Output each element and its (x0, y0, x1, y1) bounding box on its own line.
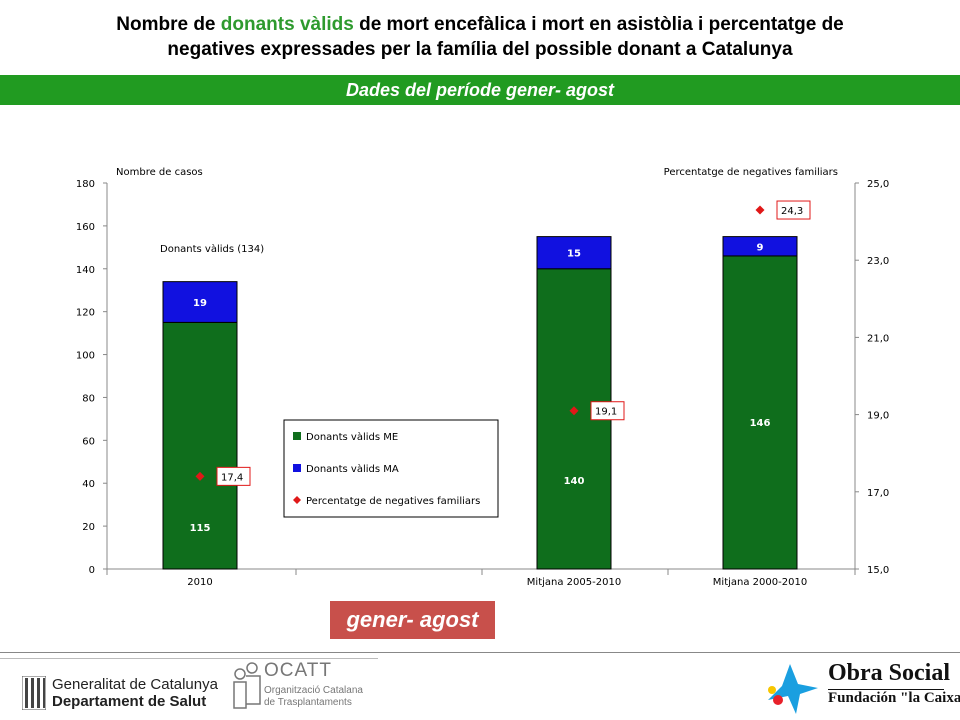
y-right-tick-label: 17,0 (867, 488, 889, 499)
y-left-tick-label: 20 (82, 522, 95, 533)
obra-title: Obra Social (828, 660, 951, 686)
legend-swatch (293, 432, 301, 440)
ocatt-line1: Organització Catalana (264, 685, 363, 696)
bar-ma-label: 19 (193, 298, 207, 309)
chart: 0 20 40 60 80 100 120 140 160 180 15,0 17,0 19,0 21,0… (76, 167, 889, 588)
y-right-tick-label: 21,0 (867, 333, 889, 344)
obra-social-logo: Obra Social Fundación "la Caixa" (760, 660, 960, 716)
page-title: Nombre de donants vàlids de mort encefàl… (20, 12, 940, 62)
y-right-tick-label: 23,0 (867, 256, 889, 267)
pct-marker (195, 471, 205, 481)
legend-label: Donants vàlids ME (306, 431, 398, 443)
bar-ma (536, 236, 612, 270)
legend-box (283, 419, 499, 518)
legend-label: Percentatge de negatives familiars (306, 496, 480, 507)
title-line2: negatives expressades per la família del… (167, 39, 793, 60)
bar-me (162, 321, 238, 570)
pct-label: 19,1 (595, 407, 617, 418)
y-right-tick-label: 19,0 (867, 411, 889, 422)
x-tick-label: 2010 (187, 577, 212, 588)
caixa-star-icon (768, 664, 818, 714)
y-left-tick-label: 140 (76, 265, 95, 276)
bar-ma-label: 9 (757, 242, 764, 253)
ocatt-title: OCATT (264, 660, 332, 681)
y-right-tick-label: 15,0 (867, 565, 889, 576)
legend-swatch (293, 496, 301, 504)
pct-label-box (590, 401, 625, 421)
footer-divider (0, 652, 960, 653)
pct-label-box (216, 466, 251, 486)
y-left-tick-label: 40 (82, 479, 95, 490)
y-left-tick-label: 80 (82, 393, 95, 404)
bar-annotation: Donants vàlids (134) (160, 243, 264, 255)
bar-me-label: 115 (190, 523, 211, 534)
y-left-tick-label: 120 (76, 308, 95, 319)
legend-label: Donants vàlids MA (306, 463, 399, 475)
y-left-tick-label: 0 (89, 565, 95, 576)
period-banner: Dades del període gener- agost (0, 75, 960, 105)
pct-marker (569, 406, 579, 416)
pct-label: 24,3 (781, 206, 803, 217)
gencat-line2: Departament de Salut (52, 693, 207, 710)
bar-ma (162, 281, 238, 323)
title-part1: Nombre de (116, 14, 221, 35)
obra-subtitle: Fundación "la Caixa" (828, 690, 960, 706)
period-box: gener- agost (330, 601, 495, 639)
y-right-title: Percentatge de negatives familiars (664, 167, 838, 178)
senyera-icon (22, 676, 46, 710)
pct-marker (755, 205, 765, 215)
ocatt-subtitle: Organització Catalana de Trasplantaments (264, 685, 363, 709)
footer-divider-left (0, 658, 378, 659)
y-left-tick-label: 180 (76, 179, 95, 190)
y-right-tick-label: 25,0 (867, 179, 889, 190)
gencat-line1: Generalitat de Catalunya (52, 676, 218, 693)
bar-ma (722, 236, 798, 257)
obra-rule (828, 689, 944, 690)
y-left-title: Nombre de casos (116, 167, 203, 178)
x-tick-label: Mitjana 2005-2010 (527, 577, 621, 588)
legend-swatch (293, 464, 301, 472)
bar-ma-label: 15 (567, 249, 581, 260)
x-tick-label: Mitjana 2000-2010 (713, 577, 807, 588)
bar-me-label: 140 (564, 476, 585, 487)
generalitat-text: Generalitat de Catalunya Departament de … (52, 676, 218, 710)
title-highlight: donants vàlids (220, 14, 354, 35)
pct-label-box (776, 200, 811, 220)
title-part2: de mort encefàlica i mort en asistòlia i… (353, 14, 844, 35)
ocatt-logo: OCATT Organització Catalana de Trasplant… (230, 660, 380, 718)
ocatt-figures-icon (233, 662, 261, 709)
bar-me (722, 255, 798, 570)
y-left-tick-label: 100 (76, 351, 95, 362)
y-left-tick-label: 160 (76, 222, 95, 233)
ocatt-line2: de Trasplantaments (264, 697, 352, 708)
pct-label: 17,4 (221, 472, 243, 483)
y-left-tick-label: 60 (82, 436, 95, 447)
generalitat-logo: Generalitat de Catalunya Departament de … (22, 676, 222, 716)
bar-me-label: 146 (750, 418, 771, 429)
